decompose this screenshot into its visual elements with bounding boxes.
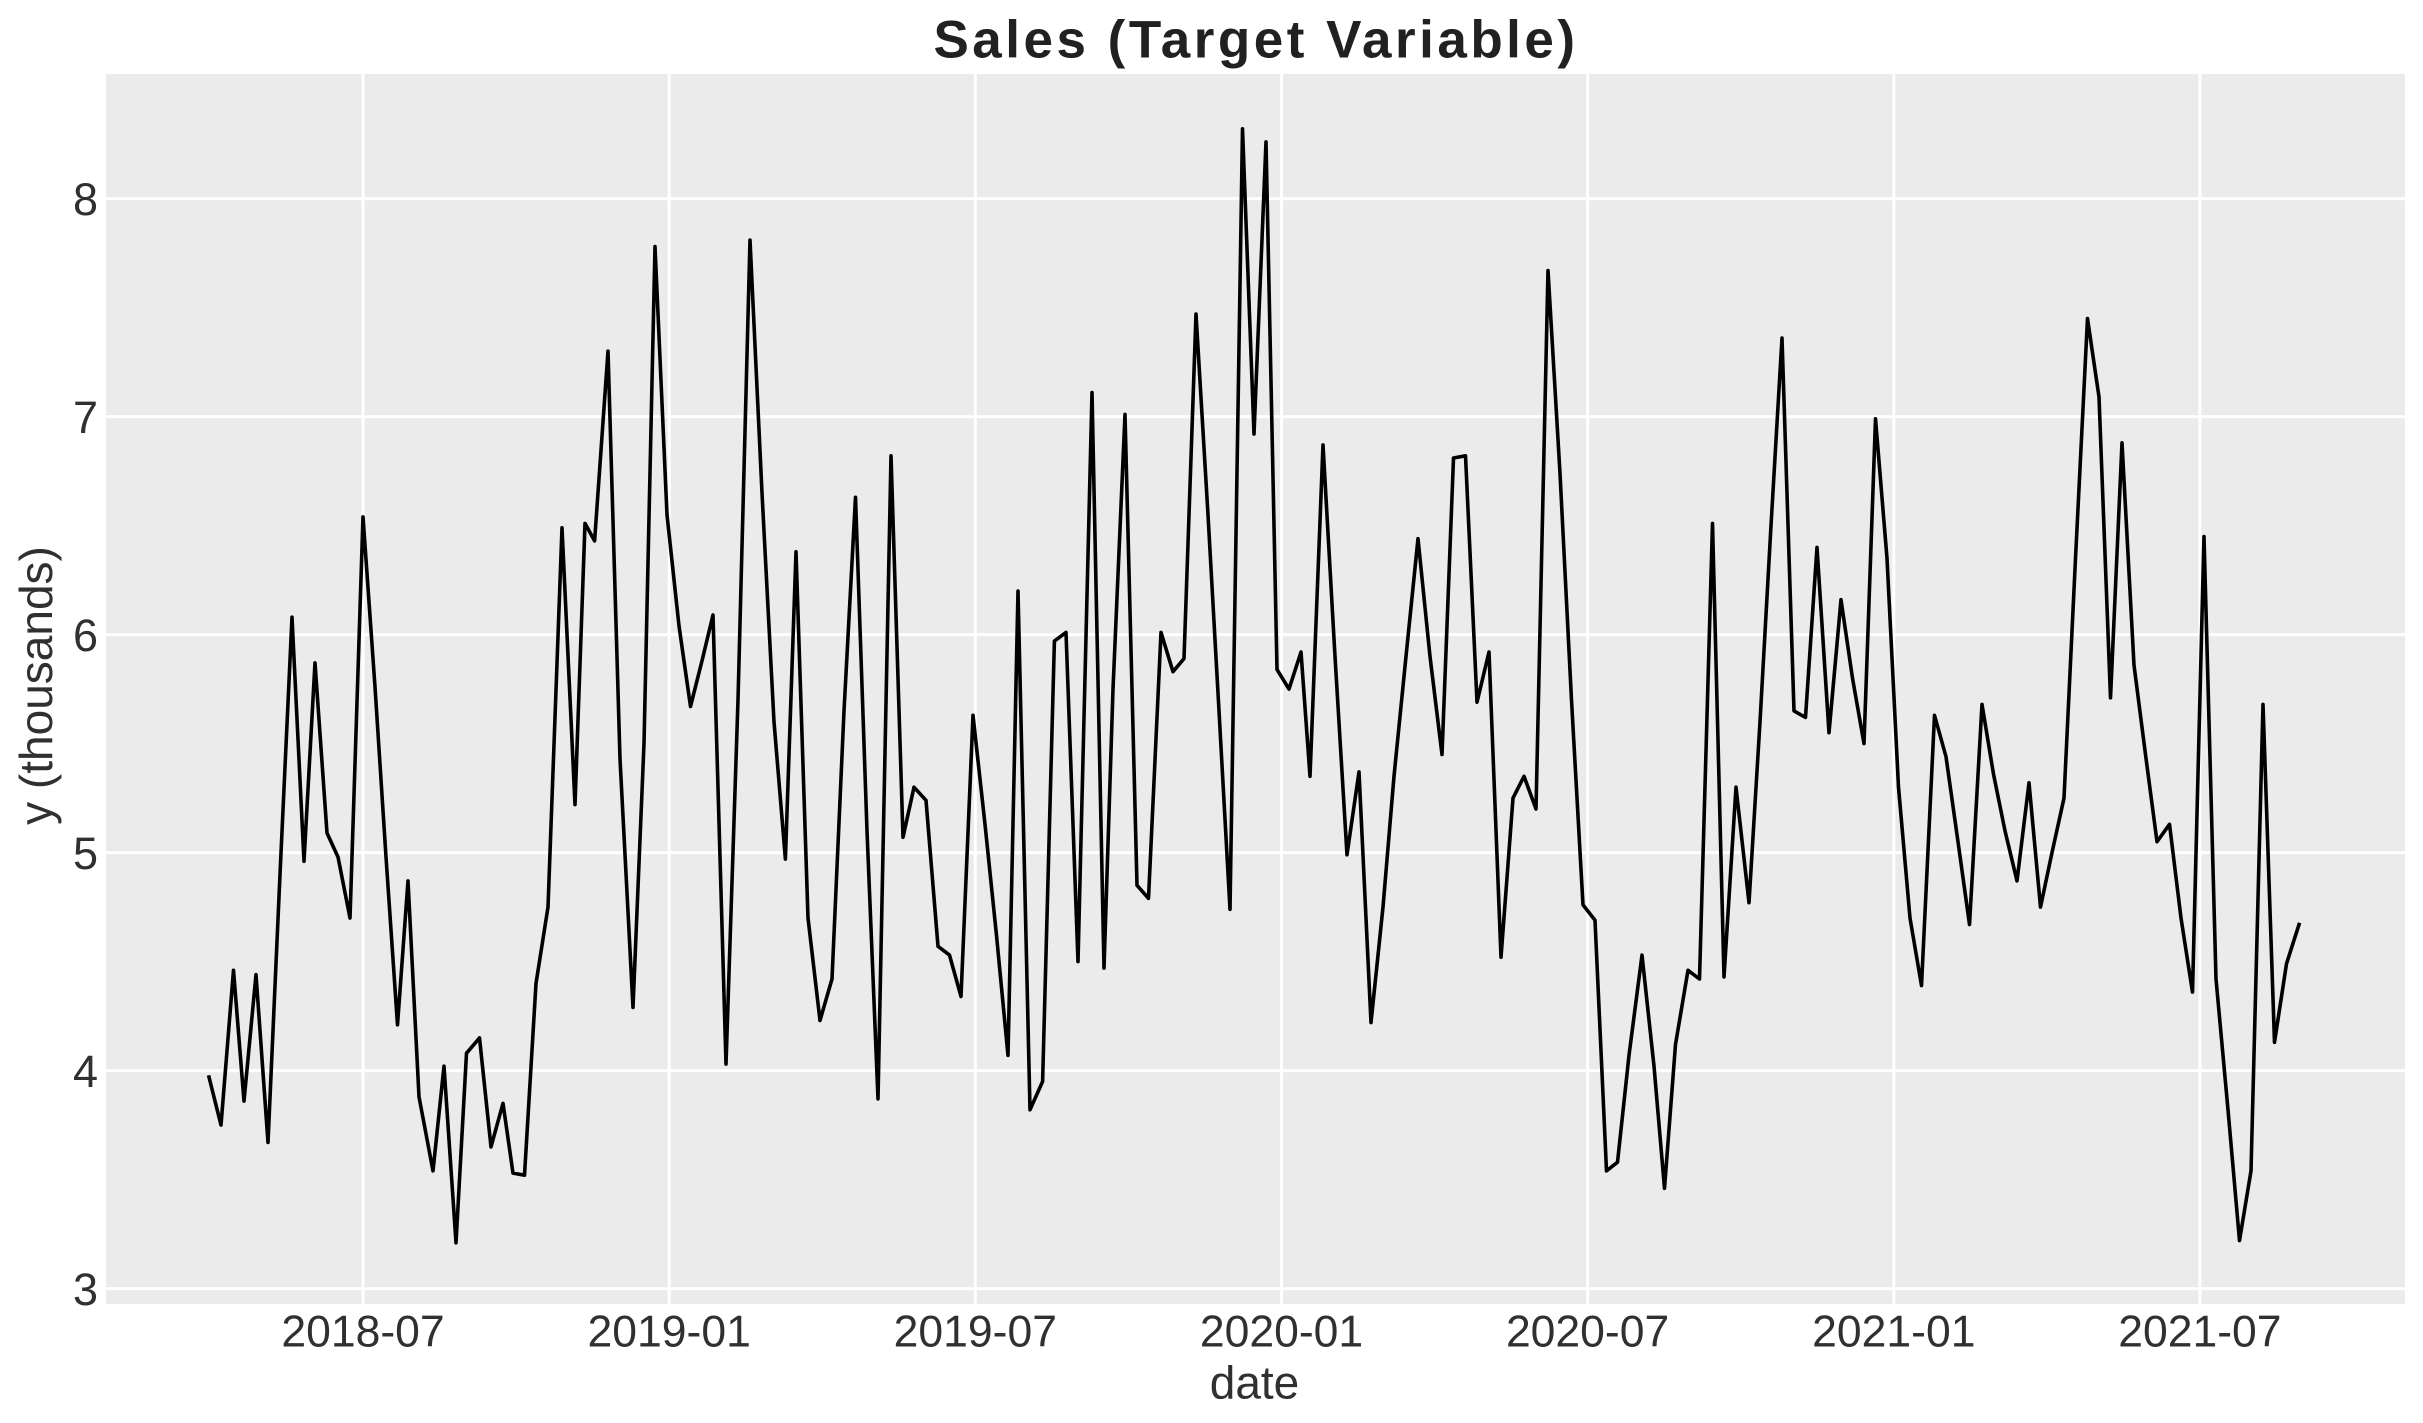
svg-text:2019-07: 2019-07 (894, 1307, 1057, 1356)
svg-text:2020-01: 2020-01 (1200, 1307, 1363, 1356)
svg-text:2019-01: 2019-01 (588, 1307, 751, 1356)
svg-text:2021-07: 2021-07 (2118, 1307, 2281, 1356)
svg-text:7: 7 (73, 392, 98, 443)
svg-text:2020-07: 2020-07 (1506, 1307, 1669, 1356)
svg-text:date: date (1210, 1357, 1300, 1409)
svg-text:3: 3 (73, 1264, 98, 1315)
svg-text:8: 8 (73, 174, 98, 225)
svg-text:4: 4 (73, 1046, 98, 1097)
svg-text:2021-01: 2021-01 (1812, 1307, 1975, 1356)
svg-text:y (thousands): y (thousands) (10, 546, 62, 825)
svg-text:5: 5 (73, 828, 98, 879)
svg-text:2018-07: 2018-07 (281, 1307, 444, 1356)
svg-text:6: 6 (73, 610, 98, 661)
svg-text:Sales (Target Variable): Sales (Target Variable) (933, 10, 1578, 69)
